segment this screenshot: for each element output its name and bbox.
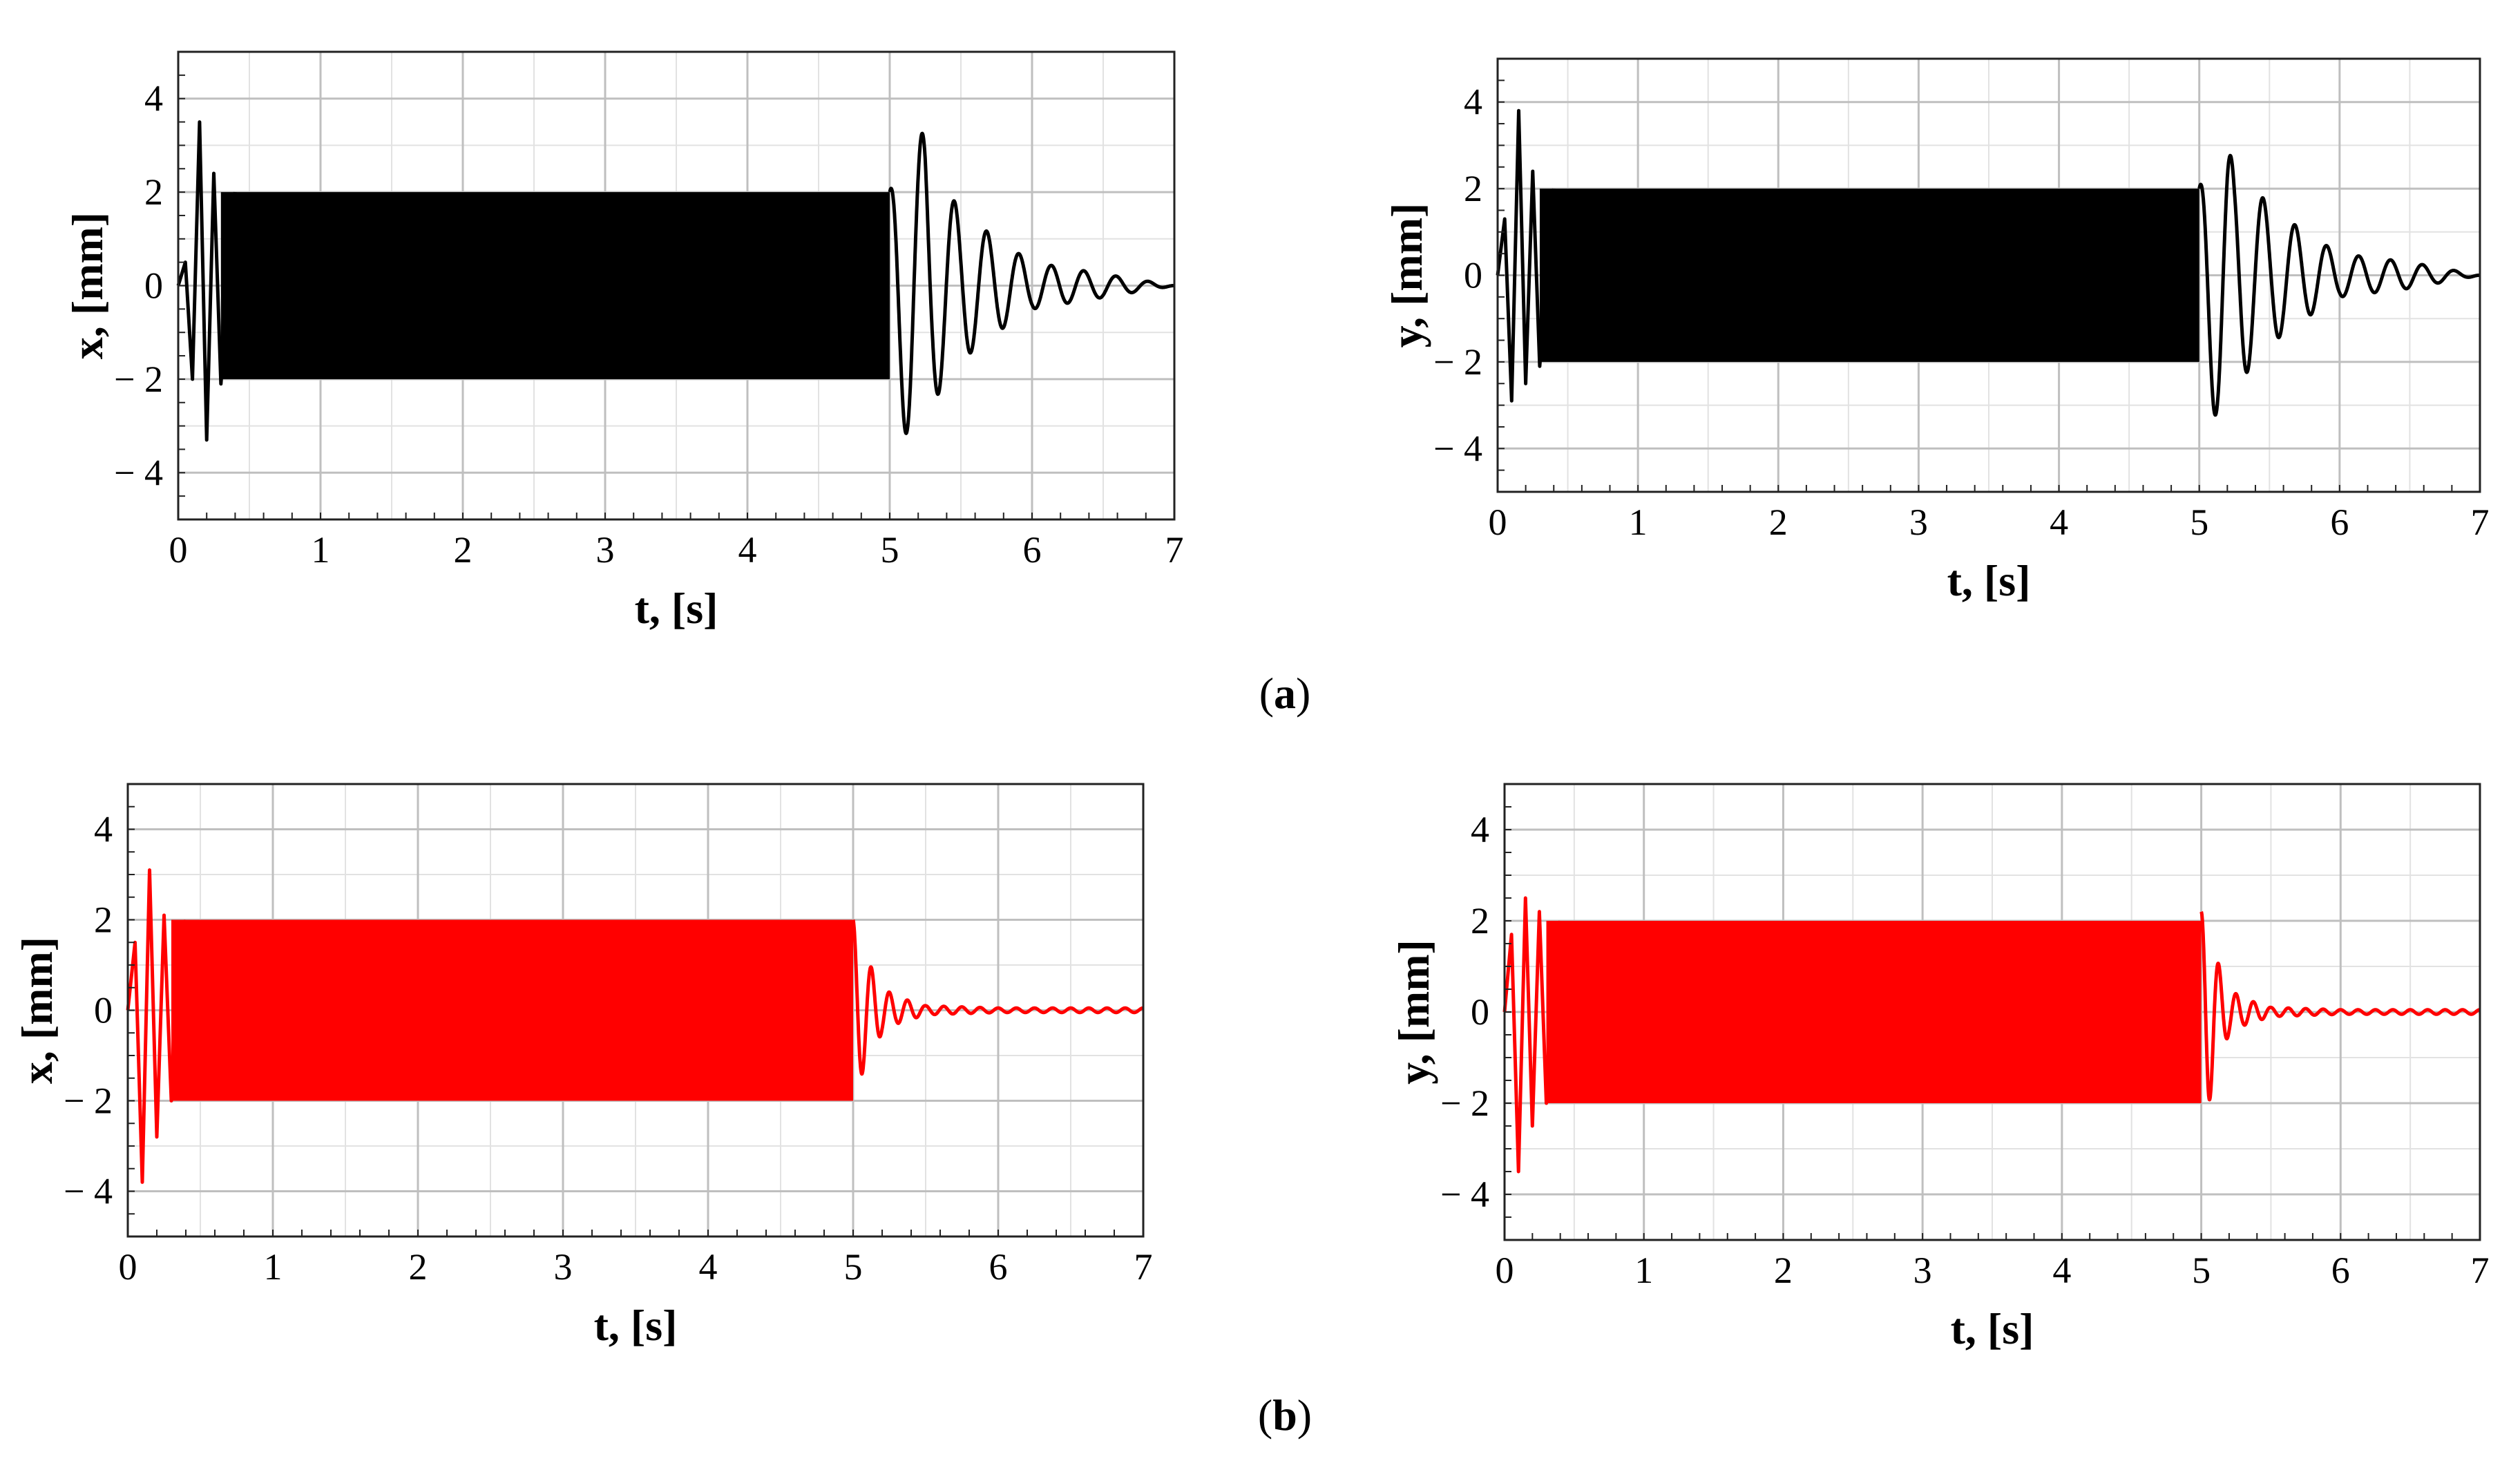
series-line-transient-start (126, 868, 188, 1184)
x-tick-label: 7 (1134, 1246, 1153, 1288)
y-tick-label: 2 (94, 899, 113, 941)
x-tick-label: 4 (738, 529, 757, 571)
series-line-free-decay (888, 131, 1176, 435)
plots-layer: 0 1 2 3 4 5 6 7 4 2 0 − 2 − 4 t, [s] x, [mm] 0 1 2 3 4 5 6 7 4 2… (12, 50, 2490, 1353)
chart-b-left: 0 1 2 3 4 5 6 7 4 2 0 − 2 − 4 t, [s] x, [mm] (12, 783, 1153, 1350)
x-tick-label: 1 (1629, 502, 1648, 543)
y-tick-label: 2 (144, 171, 163, 213)
x-tick-label: 5 (2190, 502, 2208, 543)
y-tick-label: 0 (144, 265, 163, 307)
x-tick-label: 7 (2471, 1250, 2490, 1291)
x-tick-label: 2 (454, 529, 472, 571)
y-tick-label: 0 (1464, 255, 1482, 296)
y-tick-label: 4 (1471, 809, 1489, 850)
series-line-free-decay (851, 919, 1145, 1076)
series-line-transient-start (1496, 108, 1556, 403)
x-tick-label: 3 (1909, 502, 1928, 543)
y-tick-label: − 2 (1433, 341, 1482, 383)
chart-b-right: 0 1 2 3 4 5 6 7 4 2 0 − 2 − 4 t, [s] y, [mm] (1389, 783, 2490, 1353)
series-forced-oscillation-band (1546, 921, 2202, 1103)
x-tick-label: 6 (2331, 1250, 2350, 1291)
x-tick-label: 5 (881, 529, 899, 571)
x-tick-label: 0 (119, 1246, 137, 1288)
x-tick-label: 2 (1774, 1250, 1793, 1291)
y-tick-label: 2 (1471, 900, 1489, 942)
y-tick-label: − 4 (114, 452, 163, 493)
series-line-free-decay (2197, 153, 2481, 417)
y-axis-label: y, [mm] (1382, 203, 1431, 348)
x-axis-label: t, [s] (1951, 1304, 2034, 1353)
y-tick-label: 2 (1464, 168, 1482, 209)
y-tick-label: − 2 (1440, 1082, 1489, 1124)
y-axis-label: x, [mm] (12, 937, 61, 1084)
series-line-transient-start (1502, 896, 1563, 1174)
y-tick-label: 4 (94, 809, 113, 850)
series-line-free-decay (2199, 910, 2482, 1102)
y-axis-label: x, [mm] (63, 212, 112, 359)
x-axis-label: t, [s] (594, 1301, 678, 1350)
x-tick-label: 7 (1165, 529, 1184, 571)
series-forced-oscillation-band (220, 192, 890, 379)
x-tick-label: 1 (264, 1246, 283, 1288)
y-axis-label: y, [mm] (1389, 939, 1438, 1085)
x-tick-label: 0 (169, 529, 188, 571)
x-tick-label: 5 (844, 1246, 863, 1288)
y-tick-label: 0 (1471, 991, 1489, 1033)
panel-label-a: (a) (1259, 669, 1311, 718)
x-axis-label: t, [s] (1947, 556, 2031, 605)
x-tick-label: 0 (1489, 502, 1507, 543)
x-tick-label: 3 (554, 1246, 573, 1288)
x-tick-label: 2 (1769, 502, 1788, 543)
y-tick-label: − 2 (114, 359, 163, 400)
chart-a-left: 0 1 2 3 4 5 6 7 4 2 0 − 2 − 4 t, [s] x, [mm] (63, 50, 1184, 633)
x-tick-label: 6 (1023, 529, 1042, 571)
x-tick-label: 3 (596, 529, 615, 571)
x-tick-label: 4 (2052, 1250, 2071, 1291)
series-line-transient-start (176, 120, 237, 442)
x-axis-label: t, [s] (635, 584, 718, 633)
x-tick-label: 4 (699, 1246, 718, 1288)
y-tick-label: − 2 (64, 1080, 113, 1122)
x-tick-label: 5 (2192, 1250, 2211, 1291)
x-tick-label: 1 (1634, 1250, 1653, 1291)
y-tick-label: 4 (144, 78, 163, 120)
y-tick-label: 4 (1464, 82, 1482, 123)
y-tick-label: − 4 (1440, 1174, 1489, 1215)
y-tick-label: − 4 (1433, 428, 1482, 469)
x-tick-label: 4 (2050, 502, 2068, 543)
chart-a-right: 0 1 2 3 4 5 6 7 4 2 0 − 2 − 4 t, [s] y, [mm] (1382, 57, 2490, 605)
x-tick-label: 0 (1496, 1250, 1514, 1291)
panel-label-b: (b) (1258, 1391, 1312, 1440)
y-tick-label: − 4 (64, 1171, 113, 1212)
series-forced-oscillation-band (171, 919, 853, 1101)
x-tick-label: 2 (409, 1246, 428, 1288)
x-tick-label: 6 (989, 1246, 1008, 1288)
x-tick-label: 7 (2471, 502, 2490, 543)
y-tick-label: 0 (94, 990, 113, 1031)
series-forced-oscillation-band (1539, 189, 2199, 362)
x-tick-label: 6 (2330, 502, 2349, 543)
x-tick-label: 3 (1913, 1250, 1932, 1291)
x-tick-label: 1 (312, 529, 330, 571)
